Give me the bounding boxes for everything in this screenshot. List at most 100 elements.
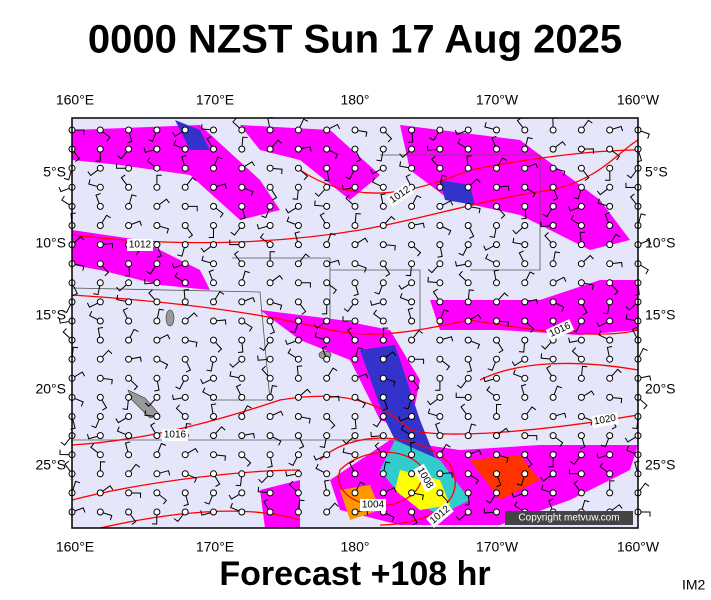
wind-barb [427,408,441,417]
wind-barb [512,237,525,246]
station [266,508,274,516]
station [464,489,472,497]
wind-barb [631,326,639,341]
island [165,309,175,327]
station [181,374,189,382]
station [266,279,274,287]
wind-barb [116,163,129,169]
wind-barb [150,422,158,436]
wind-barb [353,282,359,297]
station [493,489,500,497]
station [493,164,500,172]
station [379,374,387,382]
station [408,317,416,325]
station [181,126,189,134]
wind-barb [468,339,481,350]
wind-barb [156,198,170,207]
wind-barb [235,473,243,487]
station [493,374,500,382]
station [521,164,529,172]
wind-barb [374,282,384,295]
wind-barb [581,148,594,154]
wind-barb [513,501,526,513]
station [96,260,104,268]
station [351,508,359,516]
wind-barb [552,435,564,447]
station [96,202,104,210]
wind-barb [184,225,194,239]
wind-barb [269,274,283,284]
wind-barb [213,454,226,461]
station [125,164,133,172]
station [549,355,557,363]
wind-barb [354,373,369,379]
lon-label-top: 160°W [617,92,660,108]
map-frame [71,117,639,529]
wind-barb [128,356,142,362]
lat-label-left: 5°S [43,164,66,180]
station [266,451,274,459]
wind-barb [204,492,214,505]
wind-barb [427,397,441,406]
wind-barb [460,403,469,417]
wind-barb [604,212,611,226]
wind-barb [206,359,214,372]
wind-barb [524,299,538,305]
station [379,260,387,268]
station [125,374,133,382]
station [266,126,274,134]
station [606,470,614,478]
wind-barb [606,346,613,360]
wind-barb [625,182,639,189]
wind-barb [146,156,158,169]
wind-barb [382,351,397,360]
wind-barb [298,253,310,265]
station [210,336,217,344]
wind-barb [466,359,473,373]
wind-barb [61,195,73,207]
station [210,393,217,401]
wind-barb [609,504,623,513]
station [323,317,331,325]
station [125,355,133,363]
wind-barb [120,174,129,188]
wind-barb [147,129,158,142]
lon-label-bottom: 170°W [476,539,519,555]
wind-barb [354,148,362,163]
station [577,336,585,344]
station [464,145,472,153]
wind-barb [544,232,554,245]
station [266,183,274,191]
wind-barb [354,347,364,360]
station [125,432,133,440]
station [408,355,416,363]
station [379,336,387,344]
wind-barb [552,276,567,284]
wind-barb [370,431,384,438]
station [351,183,359,191]
wind-barb [175,404,186,417]
station [294,145,302,153]
station [181,202,189,210]
wind-barb [62,328,73,341]
wind-barb [467,473,480,485]
wind-barb [524,320,535,333]
station [238,279,246,287]
station [606,393,614,401]
station [210,432,217,440]
wind-barb [626,167,639,179]
station [351,355,359,363]
wind-barb [213,291,225,303]
boundaries [71,154,541,441]
station [351,336,359,344]
station [96,222,104,229]
wind-barb [605,168,611,181]
station [606,298,614,306]
wind-barb [399,292,412,303]
station [408,393,416,401]
station [125,317,133,325]
station [577,374,585,382]
station [408,298,416,306]
station [153,508,161,516]
lon-label-bottom: 180° [341,539,370,555]
